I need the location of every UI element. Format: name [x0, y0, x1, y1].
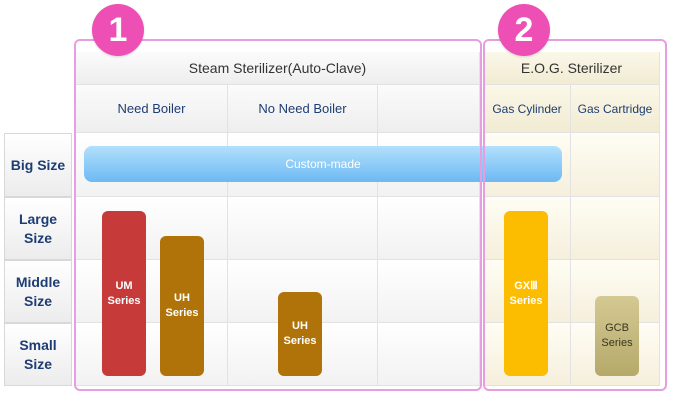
col-gas-cartridge: Gas Cartridge: [571, 85, 660, 133]
um-series-bar[interactable]: UM Series: [102, 211, 146, 376]
steam-sterilizer-group-outline: [74, 39, 482, 391]
col-gas-cylinder: Gas Cylinder: [484, 85, 571, 133]
col-need-boiler: Need Boiler: [76, 85, 228, 133]
grid-cell: [571, 197, 660, 260]
group-2-badge: 2: [498, 4, 550, 56]
uh-series-bar-need-boiler[interactable]: UH Series: [160, 236, 204, 376]
grid-cell: [378, 323, 480, 386]
custom-made-bar[interactable]: Custom-made: [84, 146, 562, 182]
steam-sterilizer-header: Steam Sterilizer(Auto-Clave): [76, 52, 480, 85]
gcb-series-bar[interactable]: GCB Series: [595, 296, 639, 376]
grid-cell: [378, 197, 480, 260]
group-1-badge: 1: [92, 4, 144, 56]
row-label-large-size: Large Size: [4, 197, 72, 260]
col-empty: [378, 85, 480, 133]
grid-cell: [571, 133, 660, 197]
grid-cell: [228, 197, 378, 260]
row-label-big-size: Big Size: [4, 133, 72, 197]
col-no-need-boiler: No Need Boiler: [228, 85, 378, 133]
eog-sterilizer-header: E.O.G. Sterilizer: [484, 52, 660, 85]
row-label-middle-size: Middle Size: [4, 260, 72, 323]
uh-series-bar-no-boiler[interactable]: UH Series: [278, 292, 322, 376]
gx3-series-bar[interactable]: GXⅢ Series: [504, 211, 548, 376]
grid-cell: [378, 260, 480, 323]
row-label-small-size: Small Size: [4, 323, 72, 386]
eog-sterilizer-group-outline: [483, 39, 667, 391]
